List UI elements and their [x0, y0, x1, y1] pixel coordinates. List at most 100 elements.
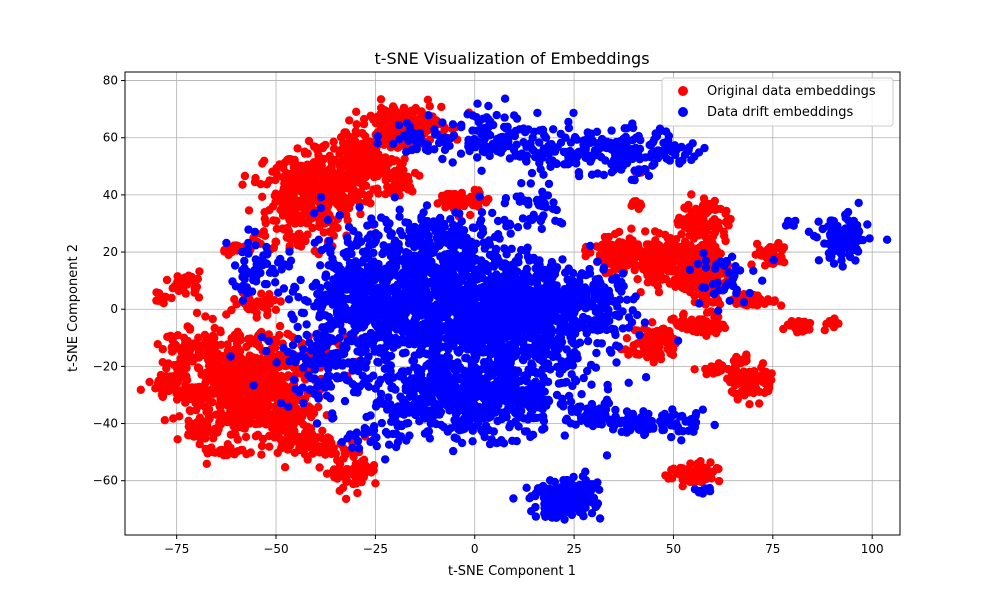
original-data-point: [740, 373, 749, 382]
original-data-point: [328, 167, 337, 176]
original-data-point: [230, 330, 239, 340]
original-data-point: [310, 246, 319, 256]
original-data-point: [400, 154, 409, 164]
original-data-point: [210, 333, 219, 342]
original-data-point: [633, 275, 642, 284]
drift-data-point: [586, 241, 595, 251]
original-data-point: [177, 372, 186, 381]
original-data-point: [159, 299, 168, 308]
original-data-point: [730, 380, 740, 390]
original-data-point: [151, 384, 160, 393]
original-data-point: [206, 340, 215, 350]
original-data-point: [162, 275, 172, 285]
original-data-point: [676, 467, 686, 477]
original-data-point: [265, 299, 275, 308]
original-data-point: [722, 206, 731, 216]
original-data-point: [720, 231, 729, 241]
original-data-point: [405, 110, 415, 119]
original-data-point: [136, 385, 145, 394]
original-data-point: [252, 308, 261, 317]
original-data-point: [290, 426, 299, 435]
original-data-point: [191, 383, 200, 392]
original-data-point: [263, 392, 272, 401]
original-data-point: [241, 432, 251, 442]
original-data-point: [643, 278, 652, 287]
drift-data-point: [398, 327, 407, 337]
original-data-point: [285, 436, 294, 446]
original-data-point: [209, 349, 218, 358]
original-data-point: [750, 367, 759, 376]
drift-data-point: [302, 320, 311, 329]
original-data-point: [229, 377, 239, 386]
original-data-point: [690, 365, 699, 374]
drift-data-point: [262, 346, 271, 356]
original-data-point: [289, 192, 299, 202]
original-data-point: [325, 434, 334, 443]
original-data-point: [668, 251, 677, 261]
drift-data-point: [462, 354, 472, 363]
original-data-point: [253, 298, 263, 307]
original-data-point: [698, 230, 707, 239]
original-data-point: [677, 230, 686, 239]
drift-data-point: [635, 330, 644, 340]
drift-data-point: [285, 247, 294, 256]
original-data-point: [769, 248, 778, 258]
original-data-point: [250, 401, 259, 410]
original-data-point: [275, 321, 285, 331]
drift-data-point: [398, 335, 407, 344]
original-data-point: [245, 419, 254, 428]
original-data-point: [286, 156, 295, 165]
drift-data-point: [409, 307, 418, 316]
original-data-point: [343, 216, 352, 225]
original-data-point: [303, 455, 312, 464]
original-data-point: [449, 200, 458, 210]
original-data-point: [181, 380, 190, 389]
drift-data-point: [423, 326, 433, 335]
original-data-point: [160, 416, 169, 425]
original-data-point: [473, 198, 483, 208]
original-data-point: [765, 383, 774, 392]
original-data-point: [329, 444, 338, 453]
original-data-point: [630, 265, 639, 275]
original-data-point: [230, 416, 239, 425]
original-data-point: [195, 267, 204, 276]
original-data-point: [193, 274, 202, 284]
original-data-point: [191, 398, 200, 408]
original-data-point: [201, 379, 210, 388]
original-data-point: [278, 203, 287, 213]
original-data-point: [376, 95, 386, 104]
drift-data-point: [434, 266, 444, 276]
original-data-point: [614, 237, 624, 247]
original-data-point: [293, 240, 302, 250]
original-data-point: [352, 120, 361, 129]
original-data-point: [628, 200, 637, 209]
original-data-point: [282, 176, 292, 186]
original-data-point: [338, 155, 347, 165]
original-data-point: [321, 450, 330, 459]
original-data-point: [256, 179, 265, 189]
original-data-point: [192, 308, 202, 318]
original-data-point: [656, 243, 665, 252]
original-data-point: [760, 299, 769, 308]
original-data-point: [455, 194, 464, 204]
original-data-point: [655, 229, 664, 238]
original-data-point: [161, 378, 170, 388]
original-data-point: [689, 467, 698, 476]
original-data-point: [304, 439, 314, 449]
original-data-point: [690, 245, 699, 255]
original-data-point: [260, 208, 269, 217]
original-data-point: [202, 332, 211, 341]
original-data-point: [321, 140, 330, 150]
original-data-point: [731, 368, 740, 377]
original-data-point: [373, 171, 382, 181]
drift-data-point: [420, 336, 429, 346]
original-data-point: [440, 125, 449, 134]
original-data-point: [230, 295, 239, 304]
original-data-point: [667, 315, 676, 324]
original-data-point: [600, 245, 609, 255]
original-data-point: [441, 198, 451, 207]
original-data-point: [416, 112, 426, 121]
original-data-point: [244, 206, 254, 215]
drift-data-point: [468, 437, 477, 446]
original-data-point: [641, 227, 650, 236]
